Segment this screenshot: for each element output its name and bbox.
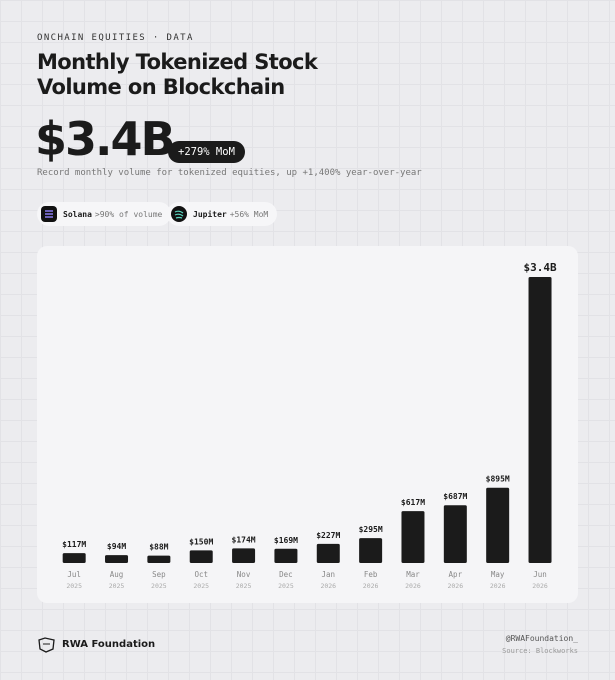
handle: @RWAFoundation_ — [505, 634, 578, 643]
pill: Solana >90% of volume — [37, 202, 172, 226]
eyebrow: ONCHAIN EQUITIES · DATA — [37, 33, 194, 43]
x-tick-year: 2026 — [532, 582, 548, 590]
bar — [443, 505, 467, 563]
value-label: $94M — [107, 542, 126, 551]
value-label: $227M — [316, 531, 340, 540]
pill: Jupiter +56% MoM — [167, 202, 278, 226]
x-tick-year: 2025 — [278, 582, 294, 590]
source: Source: Blockworks — [502, 647, 578, 655]
value-label: $3.4B — [523, 261, 556, 274]
bar — [105, 555, 129, 563]
value-label: $150M — [189, 537, 213, 546]
badge: +279% MoM — [168, 141, 245, 163]
chart-card: $117M Jul 2025 $94M Aug 2025 $88M Sep 2025 $150M O… — [37, 246, 578, 603]
bar — [359, 538, 383, 563]
bar — [62, 553, 86, 563]
x-tick-year: 2026 — [490, 582, 506, 590]
x-tick-year: 2026 — [363, 582, 379, 590]
title: Monthly Tokenized Stock Volume on Blockc… — [37, 50, 318, 99]
x-tick-label: May — [491, 570, 505, 579]
bar — [189, 550, 213, 563]
description: Record monthly volume for tokenized equi… — [37, 168, 422, 178]
x-tick-label: Dec — [279, 570, 293, 579]
value-label: $88M — [149, 543, 168, 552]
x-tick-year: 2025 — [151, 582, 167, 590]
x-tick-label: Jan — [322, 570, 336, 579]
bar — [232, 548, 256, 563]
x-tick-label: Mar — [406, 570, 420, 579]
x-tick-label: Feb — [364, 570, 378, 579]
x-tick-year: 2026 — [447, 582, 463, 590]
jupiter-icon — [171, 206, 187, 222]
bar — [528, 277, 552, 563]
x-tick-year: 2025 — [109, 582, 125, 590]
x-tick-label: Nov — [237, 570, 251, 579]
x-tick-year: 2025 — [236, 582, 252, 590]
chart: $117M Jul 2025 $94M Aug 2025 $88M Sep 2025 $150M O… — [62, 261, 557, 590]
value-label: $169M — [274, 536, 298, 545]
x-tick-label: Oct — [194, 570, 208, 579]
pill-detail: >90% of volume — [94, 209, 163, 219]
x-tick-label: Apr — [449, 570, 463, 579]
brand: RWA Foundation — [62, 639, 156, 650]
value-label: $895M — [486, 475, 510, 484]
bar — [486, 487, 510, 563]
pill-name: Solana — [63, 209, 92, 219]
x-tick-label: Aug — [110, 570, 124, 579]
pill-detail: +56% MoM — [229, 209, 269, 219]
x-tick-year: 2025 — [193, 582, 209, 590]
value-label: $295M — [359, 525, 383, 534]
bar — [147, 555, 171, 563]
x-tick-label: Sep — [152, 570, 166, 579]
x-tick-year: 2025 — [66, 582, 82, 590]
bar — [316, 543, 340, 563]
value-label: $617M — [401, 498, 425, 507]
bar — [274, 548, 298, 563]
headline: $3.4B — [35, 112, 176, 166]
logo — [38, 637, 55, 653]
value-label: $117M — [62, 540, 86, 549]
x-tick-year: 2026 — [320, 582, 336, 590]
bar — [401, 511, 425, 563]
value-label: $174M — [232, 535, 256, 544]
x-tick-label: Jun — [533, 570, 547, 579]
value-label: $687M — [443, 492, 467, 501]
solana-icon — [41, 206, 57, 222]
x-tick-year: 2026 — [405, 582, 421, 590]
x-tick-label: Jul — [67, 570, 81, 579]
pill-name: Jupiter — [193, 209, 227, 219]
